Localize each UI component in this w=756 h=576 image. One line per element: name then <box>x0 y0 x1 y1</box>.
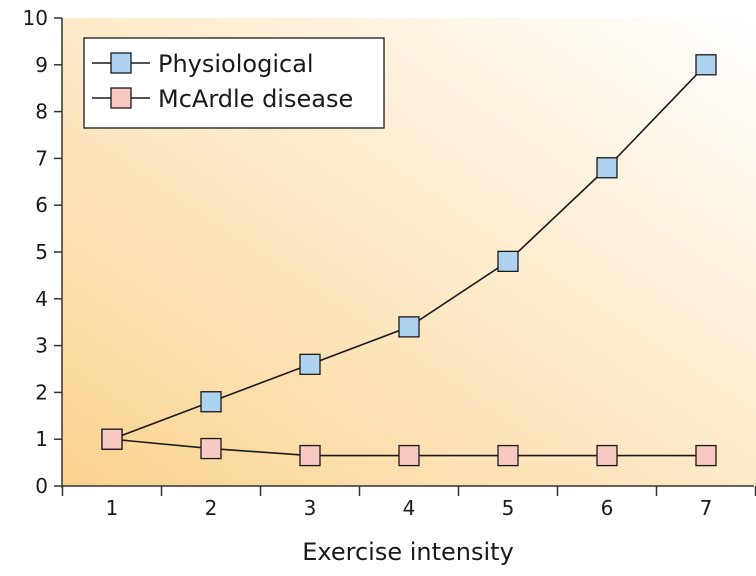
x-tick-label: 4 <box>403 496 416 520</box>
data-point-series-1 <box>695 54 717 76</box>
y-tick-label: 10 <box>23 6 48 30</box>
data-point-series-2 <box>497 444 519 467</box>
data-point-series-1 <box>299 353 321 375</box>
series-markers <box>101 54 717 467</box>
y-tick-label: 6 <box>35 193 48 217</box>
y-tick-label: 0 <box>35 474 48 498</box>
legend-label: Physiological <box>158 50 314 78</box>
data-point-series-2 <box>596 444 618 467</box>
x-tick-label: 5 <box>502 496 515 520</box>
legend-marker <box>110 87 132 109</box>
data-point-series-2 <box>398 444 420 467</box>
x-tick-label: 6 <box>601 496 614 520</box>
x-tick-label: 3 <box>304 496 317 520</box>
legend-box <box>83 37 385 129</box>
y-tick-label: 4 <box>35 287 48 311</box>
data-point-series-2 <box>200 437 222 460</box>
x-tick-label: 2 <box>205 496 218 520</box>
y-tick-label: 8 <box>35 100 48 124</box>
data-point-series-2 <box>695 444 717 467</box>
y-tick-label: 9 <box>35 53 48 77</box>
legend-marker <box>110 52 132 74</box>
axes: 0 1 2 3 4 5 6 7 8 9 10 1 2 3 4 5 6 7 <box>23 6 756 520</box>
legend-label: McArdle disease <box>158 85 353 113</box>
y-tick-label: 2 <box>35 380 48 404</box>
data-point-series-1 <box>200 391 222 413</box>
y-tick-label: 7 <box>35 146 48 170</box>
data-point-series-1 <box>497 250 519 273</box>
x-tick-label: 1 <box>106 496 119 520</box>
y-tick-label: 5 <box>35 240 48 264</box>
data-point-series-1 <box>596 157 618 179</box>
data-point-series-2 <box>101 428 123 450</box>
data-point-series-1 <box>398 316 420 338</box>
y-tick-label: 1 <box>35 427 48 451</box>
x-axis-title: Exercise intensity <box>302 538 514 566</box>
legend: Physiological McArdle disease <box>83 37 385 129</box>
data-point-series-2 <box>299 444 321 467</box>
y-tick-label: 3 <box>35 334 48 358</box>
x-tick-label: 7 <box>700 496 713 520</box>
